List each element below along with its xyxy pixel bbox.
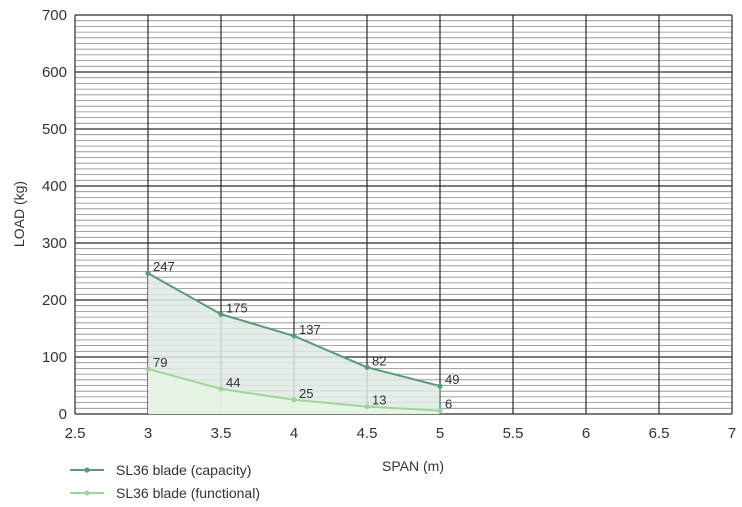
data-label: 137 bbox=[299, 322, 321, 337]
data-label: 79 bbox=[153, 355, 167, 370]
data-labels: 247 175 137 82 49 79 44 25 13 6 bbox=[153, 259, 459, 411]
data-point bbox=[364, 364, 370, 370]
x-tick-label: 2.5 bbox=[65, 425, 86, 442]
data-point bbox=[218, 311, 224, 317]
x-tick-labels: 2.5 3 3.5 4 4.5 5 5.5 6 6.5 7 bbox=[65, 425, 737, 442]
x-tick-label: 4 bbox=[290, 425, 298, 442]
legend-label: SL36 blade (capacity) bbox=[116, 462, 251, 478]
data-label: 49 bbox=[445, 372, 459, 387]
y-tick-label: 200 bbox=[42, 292, 67, 309]
data-label: 82 bbox=[372, 353, 386, 368]
data-point bbox=[437, 407, 443, 414]
x-tick-label: 6 bbox=[582, 425, 590, 442]
y-tick-label: 600 bbox=[42, 64, 67, 81]
data-point bbox=[291, 397, 297, 403]
data-label: 25 bbox=[299, 386, 313, 401]
data-point bbox=[145, 366, 151, 372]
data-label: 13 bbox=[372, 393, 386, 408]
x-tick-label: 3.5 bbox=[211, 425, 232, 442]
y-tick-label: 0 bbox=[59, 406, 67, 423]
data-label: 247 bbox=[153, 259, 175, 274]
y-tick-label: 500 bbox=[42, 121, 67, 138]
series-area-2 bbox=[148, 368, 440, 414]
data-point bbox=[291, 333, 297, 339]
x-tick-label: 4.5 bbox=[357, 425, 378, 442]
legend-swatch-marker bbox=[84, 467, 90, 473]
x-tick-label: 5 bbox=[436, 425, 444, 442]
x-tick-label: 7 bbox=[728, 425, 736, 442]
x-tick-label: 5.5 bbox=[503, 425, 524, 442]
data-point bbox=[437, 383, 443, 389]
legend-label: SL36 blade (functional) bbox=[116, 485, 260, 501]
series-area-1 bbox=[148, 273, 440, 414]
legend: SL36 blade (capacity) SL36 blade (functio… bbox=[70, 462, 260, 501]
data-label: 175 bbox=[226, 300, 248, 315]
y-tick-label: 300 bbox=[42, 235, 67, 252]
y-tick-labels: 0 100 200 300 400 500 600 700 bbox=[42, 7, 67, 423]
data-point bbox=[145, 270, 151, 276]
y-axis-label: LOAD (kg) bbox=[11, 181, 27, 247]
y-tick-label: 100 bbox=[42, 349, 67, 366]
legend-swatch-marker bbox=[84, 490, 90, 496]
data-point bbox=[218, 386, 224, 392]
x-axis-label: SPAN (m) bbox=[382, 458, 444, 474]
data-point bbox=[364, 403, 370, 410]
x-tick-label: 3 bbox=[144, 425, 152, 442]
data-label: 6 bbox=[445, 397, 452, 412]
data-label: 44 bbox=[226, 375, 240, 390]
series-points bbox=[145, 270, 443, 414]
y-tick-label: 700 bbox=[42, 7, 67, 24]
x-tick-label: 6.5 bbox=[649, 425, 670, 442]
y-tick-label: 400 bbox=[42, 178, 67, 195]
